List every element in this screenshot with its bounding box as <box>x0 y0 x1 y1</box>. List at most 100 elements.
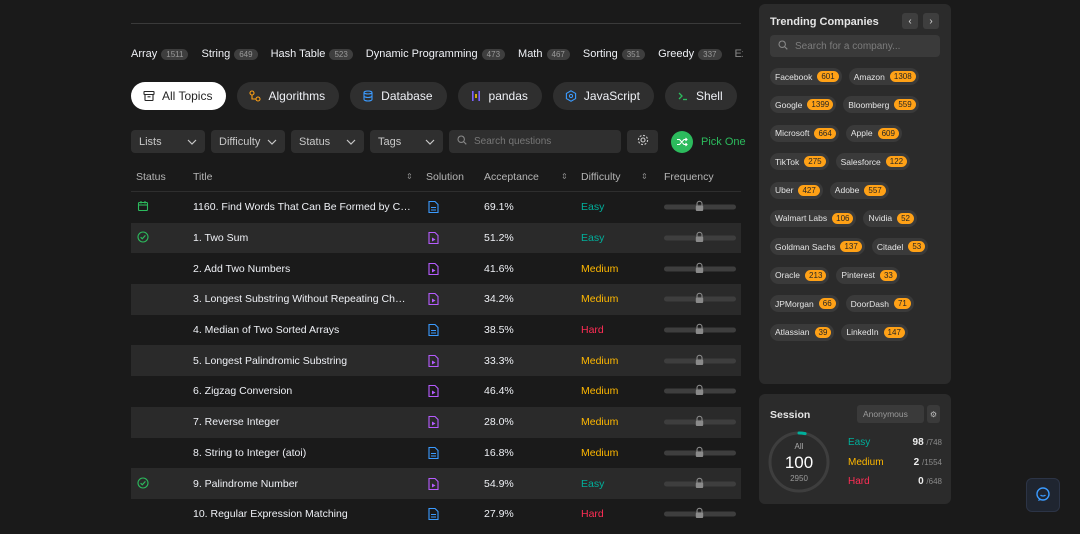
expand-label: Expand <box>734 48 743 60</box>
company-tag[interactable]: Goldman Sachs 137 <box>770 238 865 256</box>
article-solution-icon[interactable] <box>428 324 440 337</box>
video-solution-icon[interactable] <box>428 293 440 306</box>
table-row[interactable]: 3. Longest Substring Without Repeating C… <box>131 284 741 315</box>
company-tag[interactable]: TikTok 275 <box>770 153 829 171</box>
table-row[interactable]: 7. Reverse Integer 28.0% Medium <box>131 406 741 438</box>
problem-title-link[interactable]: 10. Regular Expression Matching <box>193 508 348 521</box>
company-tag[interactable]: Google 1399 <box>770 96 837 114</box>
problem-title-link[interactable]: 4. Median of Two Sorted Arrays <box>193 324 340 337</box>
problem-title-link[interactable]: 5. Longest Palindromic Substring <box>193 354 348 367</box>
difficulty-dropdown[interactable]: Difficulty <box>211 130 285 153</box>
category-label: Shell <box>695 89 723 103</box>
status-empty <box>137 262 151 276</box>
video-solution-icon[interactable] <box>428 416 440 429</box>
topic-tag[interactable]: Hash Table 523 <box>271 48 353 60</box>
prev-page-button[interactable]: ‹ <box>902 13 918 29</box>
status-dropdown[interactable]: Status <box>291 130 364 153</box>
category-database[interactable]: Database <box>350 82 447 110</box>
video-solution-icon[interactable] <box>428 477 440 490</box>
article-solution-icon[interactable] <box>428 201 440 214</box>
topic-tag[interactable]: Dynamic Programming 473 <box>366 48 506 60</box>
session-selector[interactable]: Anonymous <box>857 405 924 423</box>
article-solution-icon[interactable] <box>428 508 440 521</box>
topic-tag[interactable]: String 649 <box>201 48 258 60</box>
pick-one-label: Pick One <box>701 135 746 148</box>
company-tag[interactable]: Apple 609 <box>845 124 902 142</box>
sort-icon[interactable]: ⇕ <box>641 172 648 181</box>
company-tag[interactable]: Amazon 1308 <box>848 68 919 85</box>
topic-tag[interactable]: Greedy 337 <box>658 48 722 60</box>
search-questions-input[interactable]: Search questions <box>449 130 621 153</box>
problem-title-link[interactable]: 7. Reverse Integer <box>193 416 280 429</box>
table-row[interactable]: 1. Two Sum 51.2% Easy <box>131 222 741 254</box>
header-title[interactable]: Title <box>193 171 213 183</box>
table-row[interactable]: 5. Longest Palindromic Substring 33.3% Med… <box>131 345 741 377</box>
company-tag[interactable]: Bloomberg 559 <box>843 96 919 114</box>
header-status[interactable]: Status <box>136 171 166 183</box>
article-solution-icon[interactable] <box>428 446 440 459</box>
problem-title-link[interactable]: 2. Add Two Numbers <box>193 262 291 275</box>
category-pandas[interactable]: pandas <box>457 82 542 110</box>
next-page-button[interactable]: › <box>923 13 939 29</box>
table-row[interactable]: 8. String to Integer (atoi) 16.8% Medium <box>131 438 741 469</box>
topic-tag[interactable]: Math 467 <box>518 48 570 60</box>
header-difficulty[interactable]: Difficulty <box>581 171 621 183</box>
category-javascript[interactable]: JavaScript <box>552 82 654 110</box>
category-shell[interactable]: Shell <box>664 82 737 110</box>
pick-one-button[interactable]: Pick One <box>671 130 746 153</box>
settings-button[interactable] <box>627 130 658 153</box>
company-tag[interactable]: Walmart Labs 106 <box>770 209 857 227</box>
video-solution-icon[interactable] <box>428 385 440 398</box>
company-count: 147 <box>883 326 905 338</box>
company-tag[interactable]: Nvidia 52 <box>863 209 918 227</box>
table-row[interactable]: 1160. Find Words That Can Be Formed by C… <box>131 192 741 223</box>
company-tag[interactable]: Oracle 213 <box>770 266 830 284</box>
tags-dropdown[interactable]: Tags <box>370 130 443 153</box>
company-tag[interactable]: Adobe 557 <box>829 181 889 199</box>
company-tag[interactable]: JPMorgan 66 <box>770 295 839 313</box>
company-tag[interactable]: Citadel 53 <box>871 238 929 256</box>
difficulty-label: Hard <box>581 508 604 521</box>
feedback-chat-button[interactable] <box>1026 478 1060 512</box>
table-row[interactable]: 4. Median of Two Sorted Arrays 38.5% Hard <box>131 315 741 346</box>
video-solution-icon[interactable] <box>428 262 440 275</box>
table-row[interactable]: 9. Palindrome Number 54.9% Easy <box>131 468 741 499</box>
lock-icon <box>695 446 704 457</box>
problem-title-link[interactable]: 8. String to Integer (atoi) <box>193 446 307 459</box>
video-solution-icon[interactable] <box>428 231 440 245</box>
frequency-bar-locked <box>664 477 736 488</box>
topic-tag[interactable]: Array 1511 <box>131 48 189 60</box>
problem-title-link[interactable]: 9. Palindrome Number <box>193 477 299 490</box>
company-tag[interactable]: Pinterest 33 <box>836 266 900 284</box>
company-tag[interactable]: DoorDash 71 <box>845 295 914 313</box>
company-search-input[interactable]: Search for a company... <box>770 35 940 57</box>
company-tag[interactable]: Facebook 601 <box>770 68 842 85</box>
table-row[interactable]: 10. Regular Expression Matching 27.9% Hard <box>131 499 741 530</box>
company-count: 53 <box>908 241 926 253</box>
company-tag[interactable]: Atlassian 39 <box>770 323 835 341</box>
category-all-topics[interactable]: All Topics <box>131 82 227 110</box>
header-acceptance[interactable]: Acceptance <box>484 171 539 183</box>
sort-icon[interactable]: ⇕ <box>406 172 413 181</box>
problem-title-link[interactable]: 6. Zigzag Conversion <box>193 385 293 398</box>
frequency-bar-locked <box>664 385 736 396</box>
category-algorithms[interactable]: Algorithms <box>237 82 340 110</box>
video-solution-icon[interactable] <box>428 354 440 367</box>
lists-dropdown[interactable]: Lists <box>131 130 205 153</box>
company-tag[interactable]: Microsoft 664 <box>770 124 839 142</box>
problem-title-link[interactable]: 1160. Find Words That Can Be Formed by C… <box>193 201 411 214</box>
company-tag[interactable]: Salesforce 122 <box>835 153 911 171</box>
sort-icon[interactable]: ⇕ <box>561 172 568 181</box>
company-tag[interactable]: Uber 427 <box>770 181 823 199</box>
problem-title-link[interactable]: 3. Longest Substring Without Repeating C… <box>193 293 411 306</box>
table-row[interactable]: 6. Zigzag Conversion 46.4% Medium <box>131 376 741 407</box>
session-settings-button[interactable]: ⚙ <box>927 405 940 423</box>
problem-title-link[interactable]: 1. Two Sum <box>193 232 249 245</box>
expand-topics-button[interactable]: Expand » <box>735 48 743 60</box>
header-solution[interactable]: Solution <box>426 171 464 183</box>
company-tag[interactable]: LinkedIn 147 <box>841 323 908 341</box>
table-row[interactable]: 2. Add Two Numbers 41.6% Medium <box>131 253 741 284</box>
company-name: Bloomberg <box>848 99 890 110</box>
header-frequency[interactable]: Frequency <box>664 171 714 183</box>
topic-tag[interactable]: Sorting 351 <box>583 48 646 60</box>
